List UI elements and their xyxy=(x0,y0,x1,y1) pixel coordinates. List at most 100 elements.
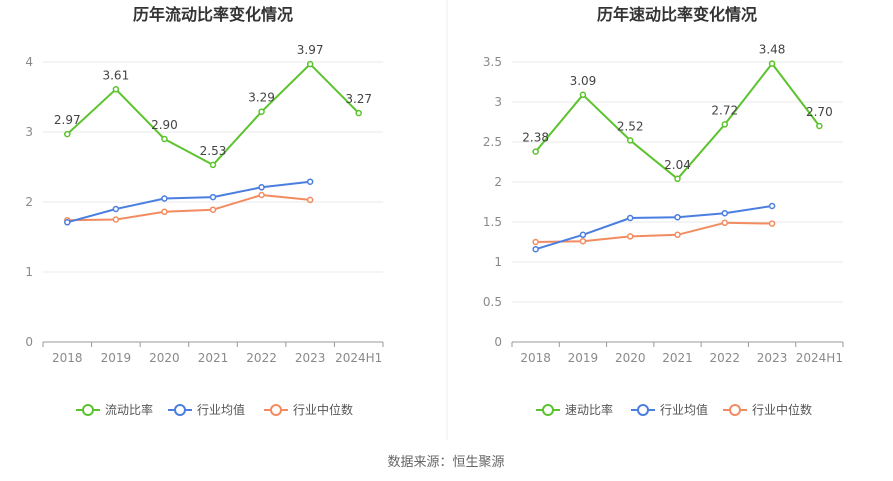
legend-item-median: 行业中位数 xyxy=(264,402,353,417)
ratio-data-point xyxy=(674,175,681,183)
y-tick-label: 0.5 xyxy=(483,295,502,309)
legend-item-avg: 行业均值 xyxy=(631,402,708,417)
y-tick-label: 1.5 xyxy=(483,215,502,229)
ratio-data-point xyxy=(816,122,823,130)
y-tick-label: 2 xyxy=(25,195,33,209)
legend-marker-icon xyxy=(637,404,649,416)
legend-item-ratio: 流动比率 xyxy=(76,402,153,417)
legend-item-avg: 行业均值 xyxy=(168,402,245,417)
legend-marker-icon xyxy=(270,404,282,416)
y-tick-label: 4 xyxy=(25,55,33,69)
legend-item-median: 行业中位数 xyxy=(723,402,812,417)
data-label: 2.04 xyxy=(664,158,691,172)
x-tick-label: 2019 xyxy=(101,351,132,365)
legend-label: 行业中位数 xyxy=(293,402,353,417)
avg-series-line xyxy=(535,205,773,251)
chart-title: 历年速动比率变化情况 xyxy=(597,5,757,24)
median-data-point xyxy=(306,196,314,204)
x-tick-label: 2022 xyxy=(246,351,277,365)
median-data-point xyxy=(532,238,539,246)
ratio-data-point xyxy=(64,130,71,138)
avg-data-point xyxy=(64,219,71,226)
avg-data-point xyxy=(209,193,217,201)
x-tick-label: 2019 xyxy=(568,351,599,365)
y-tick-label: 3.5 xyxy=(483,55,502,69)
data-label: 2.70 xyxy=(806,105,833,119)
x-tick-label: 2024H1 xyxy=(335,351,382,365)
data-label: 2.97 xyxy=(54,113,81,127)
median-data-point xyxy=(768,220,776,227)
avg-data-point xyxy=(674,213,681,221)
avg-data-point xyxy=(306,178,314,185)
avg-data-point xyxy=(768,202,776,210)
median-data-point xyxy=(721,219,729,227)
ratio-data-point xyxy=(579,91,587,99)
ratio-data-point xyxy=(161,135,168,143)
median-data-point xyxy=(674,231,681,239)
x-tick-label: 2024H1 xyxy=(796,351,843,365)
legend-label: 行业均值 xyxy=(197,402,245,417)
ratio-data-point xyxy=(306,60,314,68)
data-label: 3.48 xyxy=(759,43,786,57)
legend-marker-icon xyxy=(542,404,554,416)
median-data-point xyxy=(626,233,634,240)
x-tick-label: 2023 xyxy=(295,351,326,365)
avg-series-line xyxy=(67,180,311,224)
legend-item-ratio: 速动比率 xyxy=(536,402,613,417)
data-label: 3.27 xyxy=(345,92,372,106)
data-label: 3.97 xyxy=(297,43,324,57)
ratio-data-point xyxy=(768,60,776,67)
quick-ratio-chart: 历年速动比率变化情况 0 0.5 1 1.5 2 2.5 3 3.5 2018 2019 2020 20… xyxy=(483,5,844,417)
x-tick-label: 2021 xyxy=(662,351,693,365)
legend-label: 流动比率 xyxy=(105,402,153,417)
x-tick-label: 2021 xyxy=(198,351,229,365)
avg-data-point xyxy=(626,214,634,222)
avg-data-point xyxy=(258,184,265,191)
data-label: 3.09 xyxy=(570,74,597,88)
legend-label: 行业中位数 xyxy=(752,402,812,417)
legend-marker-icon xyxy=(729,404,741,416)
median-data-point xyxy=(112,216,120,223)
legend-marker-icon xyxy=(82,404,94,416)
y-tick-label: 3 xyxy=(494,95,502,109)
ratio-data-point xyxy=(112,86,120,93)
x-tick-label: 2018 xyxy=(520,351,551,365)
median-data-point xyxy=(209,206,217,213)
avg-data-point xyxy=(579,231,587,239)
avg-data-point xyxy=(721,209,729,217)
x-tick-label: 2022 xyxy=(710,351,741,365)
data-label: 2.72 xyxy=(711,103,738,117)
data-label: 3.61 xyxy=(102,68,129,82)
median-series-line xyxy=(535,221,773,243)
data-label: 2.90 xyxy=(151,118,178,132)
data-label: 2.52 xyxy=(617,119,644,133)
avg-data-point xyxy=(532,245,539,253)
x-tick-label: 2020 xyxy=(615,351,646,365)
median-series-line xyxy=(67,194,311,222)
median-data-point xyxy=(579,237,587,245)
y-tick-label: 2 xyxy=(494,175,502,189)
legend-marker-icon xyxy=(174,404,186,416)
ratio-data-point xyxy=(721,121,729,128)
legend-label: 行业均值 xyxy=(660,402,708,417)
y-tick-label: 3 xyxy=(25,125,33,139)
y-tick-label: 2.5 xyxy=(483,135,502,149)
x-tick-label: 2018 xyxy=(52,351,83,365)
ratio-data-point xyxy=(355,109,362,117)
y-tick-label: 1 xyxy=(494,255,502,269)
ratio-data-point xyxy=(532,148,539,155)
y-tick-label: 0 xyxy=(494,335,502,349)
data-label: 3.29 xyxy=(248,91,275,105)
ratio-data-point xyxy=(209,161,217,169)
median-data-point xyxy=(258,191,265,199)
avg-data-point xyxy=(161,195,168,202)
data-label: 2.38 xyxy=(522,131,549,145)
legend-label: 速动比率 xyxy=(565,402,613,417)
x-tick-label: 2020 xyxy=(149,351,180,365)
median-data-point xyxy=(161,208,168,216)
data-label: 2.53 xyxy=(200,144,227,158)
chart-title: 历年流动比率变化情况 xyxy=(133,5,293,24)
data-source: 数据来源：恒生聚源 xyxy=(387,455,504,470)
avg-data-point xyxy=(112,205,120,213)
